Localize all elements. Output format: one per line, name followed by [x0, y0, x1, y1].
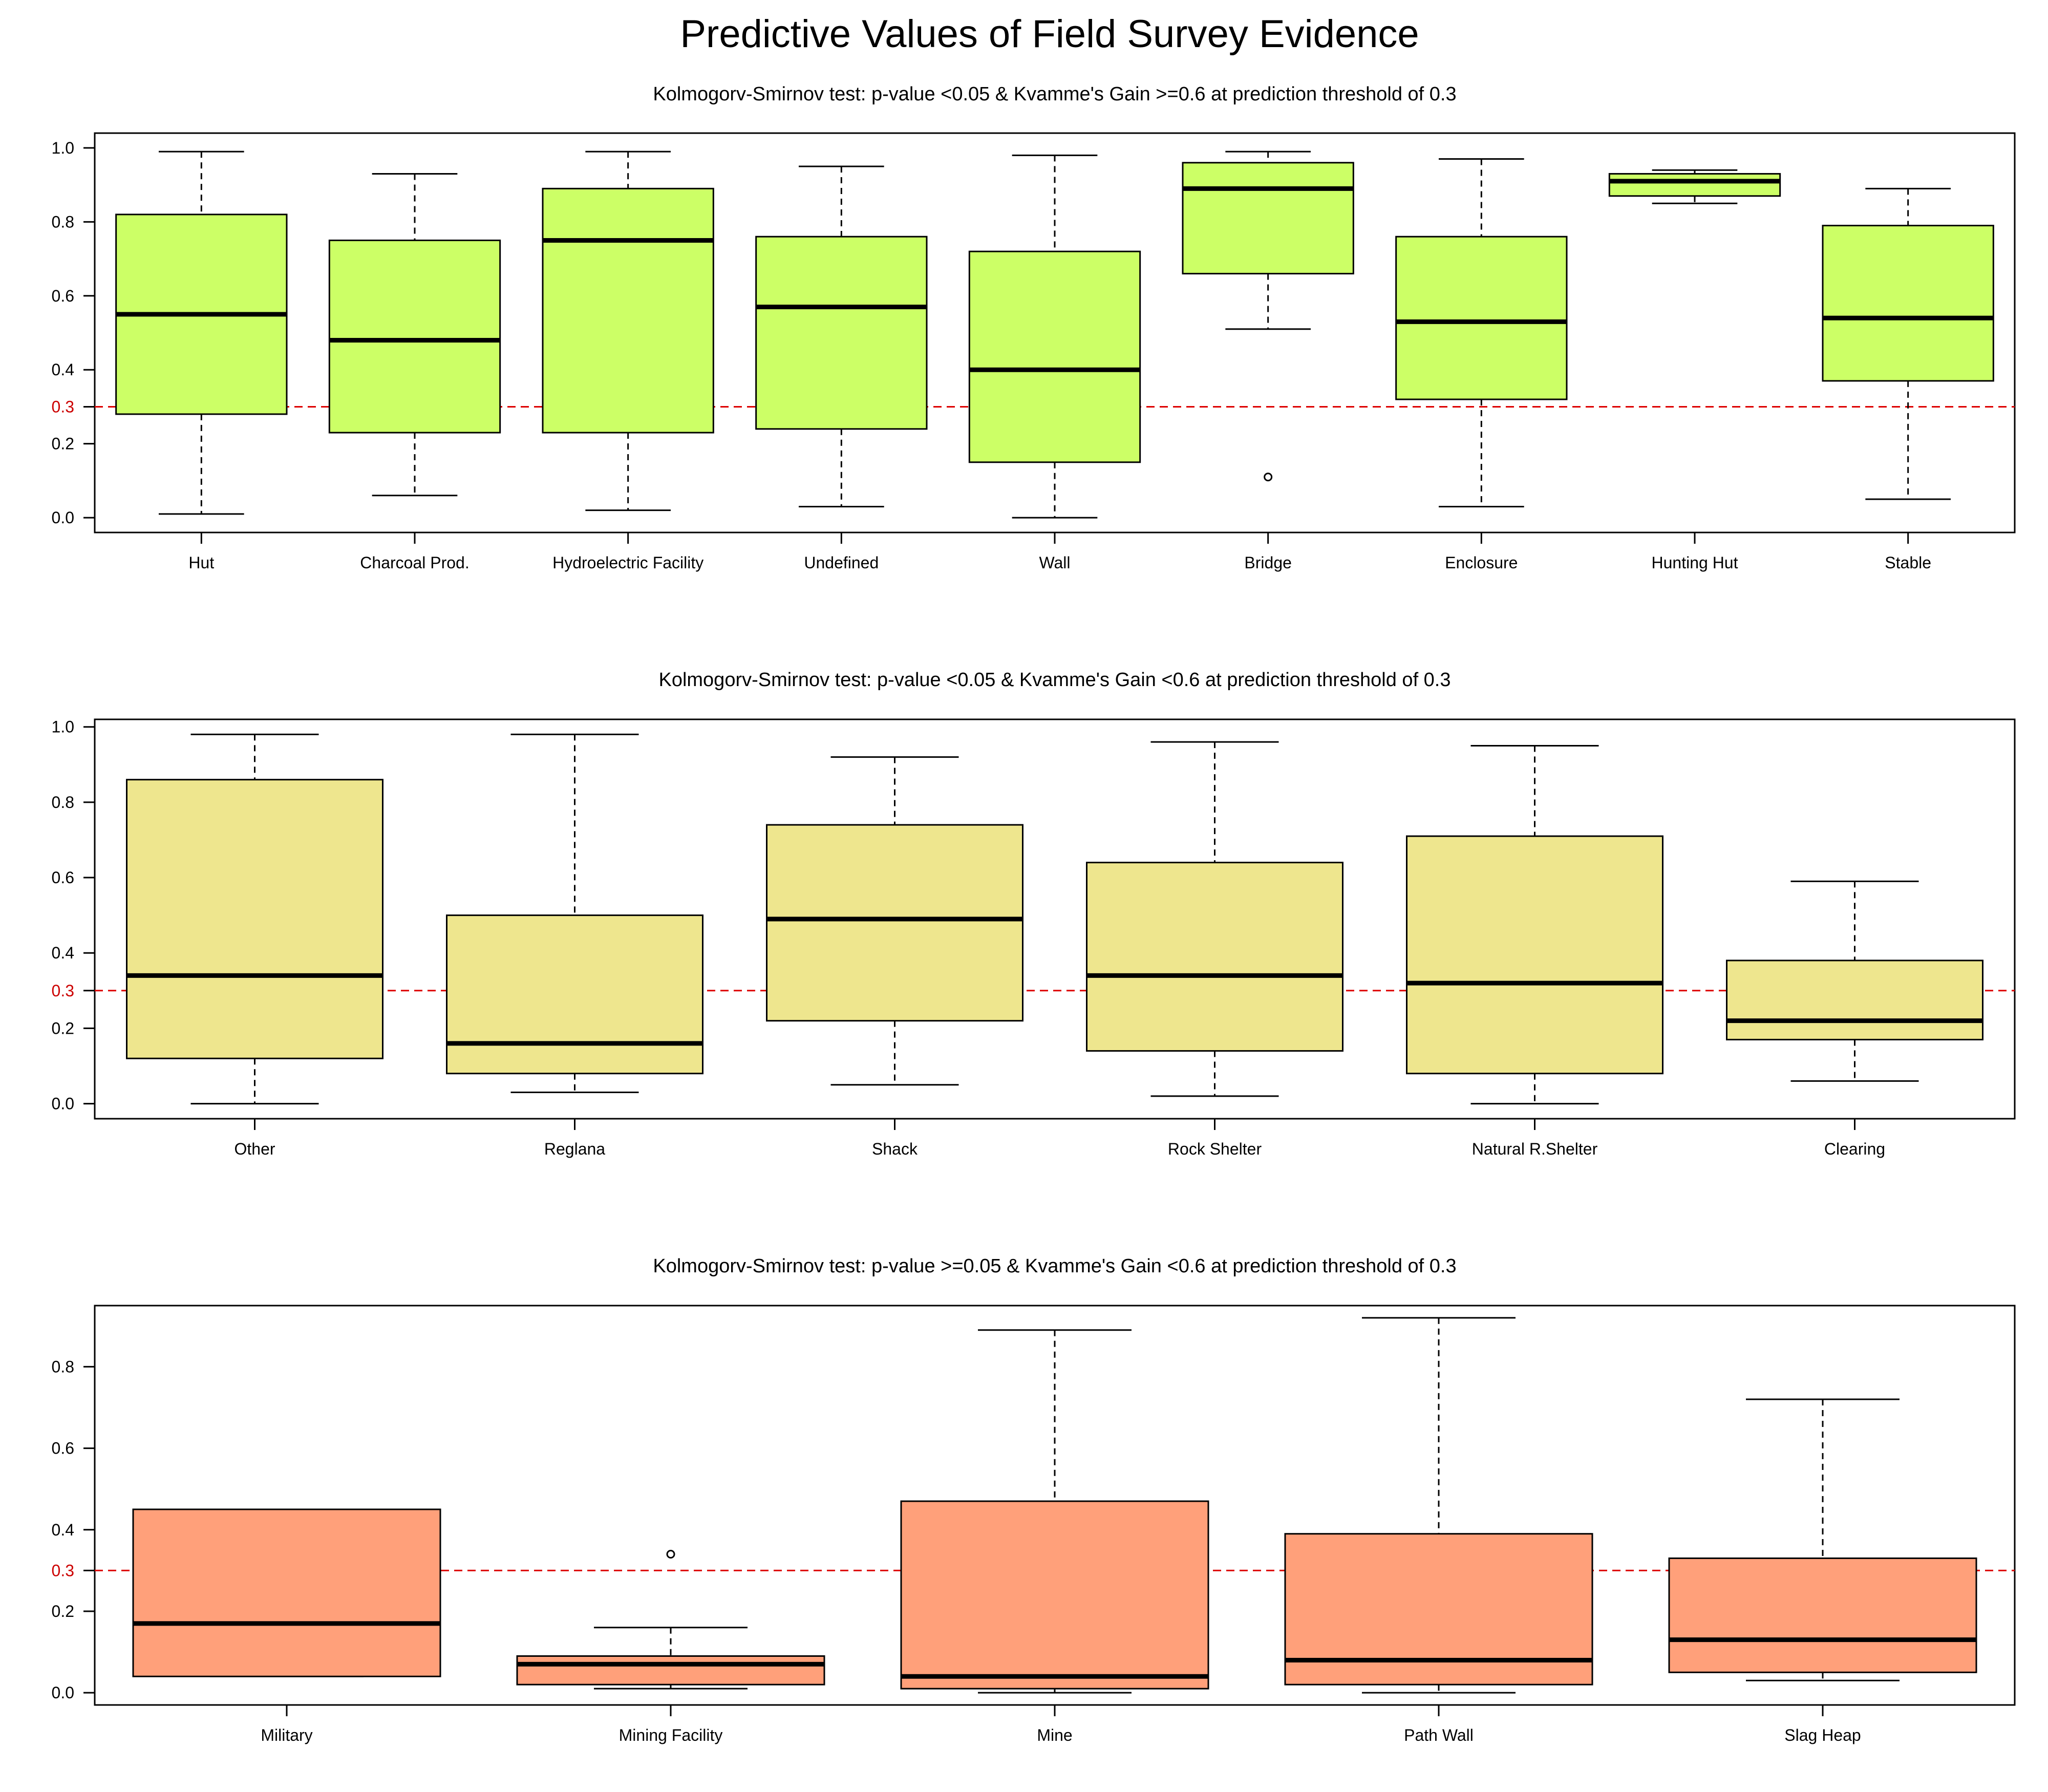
box-body [1822, 225, 1994, 382]
x-category-label: Hydroelectric Facility [552, 553, 703, 572]
x-category-label: Slag Heap [1784, 1726, 1861, 1744]
figure-title: Predictive Values of Field Survey Eviden… [680, 12, 1419, 56]
reference-tick-label: 0.3 [52, 982, 74, 1000]
x-category-label: Hunting Hut [1652, 553, 1738, 572]
box-body [132, 1508, 441, 1677]
x-category-label: Undefined [804, 553, 879, 572]
x-category-label: Enclosure [1445, 553, 1518, 572]
box-path-wall [1284, 1317, 1593, 1694]
reference-tick-label: 0.3 [52, 1561, 74, 1580]
y-tick-label: 1.0 [52, 718, 74, 736]
box-natural-r-shelter [1406, 745, 1663, 1105]
box-body [446, 914, 703, 1075]
box-body [900, 1500, 1209, 1690]
box-wall [968, 154, 1141, 519]
y-tick-label: 0.2 [52, 435, 74, 453]
box-body [1395, 236, 1568, 400]
y-tick-label: 0.0 [52, 1095, 74, 1113]
x-category-label: Wall [1039, 553, 1070, 572]
box-slag-heap [1668, 1398, 1977, 1681]
box-hunting-hut [1608, 169, 1781, 204]
y-tick-label: 0.6 [52, 287, 74, 305]
panel-subtitle: Kolmogorv-Smirnov test: p-value <0.05 & … [653, 83, 1456, 105]
panel-3: Kolmogorv-Smirnov test: p-value >=0.05 &… [52, 1255, 2016, 1744]
box-body [1086, 862, 1343, 1052]
x-category-label: Natural R.Shelter [1472, 1140, 1598, 1158]
panel-subtitle: Kolmogorv-Smirnov test: p-value <0.05 & … [658, 669, 1450, 691]
box-military [132, 1508, 441, 1677]
box-body [1726, 959, 1983, 1040]
box-body [968, 250, 1141, 463]
outlier-point [666, 1550, 675, 1559]
x-category-label: Mining Facility [619, 1726, 723, 1744]
panels: Kolmogorv-Smirnov test: p-value <0.05 & … [52, 83, 2016, 1744]
box-other [126, 733, 383, 1105]
x-category-label: Mine [1037, 1726, 1072, 1744]
y-tick-label: 0.4 [52, 360, 74, 379]
box-body [1668, 1557, 1977, 1673]
y-tick-label: 0.2 [52, 1019, 74, 1037]
x-category-label: Bridge [1244, 553, 1292, 572]
panel-1: Kolmogorv-Smirnov test: p-value <0.05 & … [52, 83, 2016, 572]
box-body [516, 1655, 825, 1686]
outlier-point [1264, 473, 1273, 482]
x-category-label: Stable [1885, 553, 1931, 572]
box-body [766, 824, 1023, 1022]
box-body [1608, 173, 1781, 197]
x-category-label: Reglana [544, 1140, 605, 1158]
x-category-label: Rock Shelter [1168, 1140, 1262, 1158]
y-tick-label: 0.8 [52, 793, 74, 812]
y-tick-label: 0.4 [52, 944, 74, 962]
box-stable [1822, 187, 1994, 500]
x-category-label: Military [261, 1726, 312, 1744]
y-tick-label: 0.4 [52, 1521, 74, 1539]
box-body [126, 779, 383, 1059]
box-undefined [755, 165, 928, 507]
y-tick-label: 0.2 [52, 1602, 74, 1620]
box-mining-facility [516, 1550, 825, 1690]
x-category-label: Path Wall [1404, 1726, 1474, 1744]
y-tick-label: 0.6 [52, 868, 74, 887]
reference-tick-label: 0.3 [52, 397, 74, 416]
x-category-label: Shack [872, 1140, 918, 1158]
y-tick-label: 0.8 [52, 212, 74, 231]
box-hydroelectric-facility [542, 151, 714, 511]
box-clearing [1726, 880, 1983, 1082]
y-tick-label: 1.0 [52, 139, 74, 157]
box-body [1406, 835, 1663, 1075]
y-tick-label: 0.8 [52, 1357, 74, 1376]
box-shack [766, 756, 1023, 1086]
y-tick-label: 0.6 [52, 1439, 74, 1458]
x-category-label: Other [234, 1140, 275, 1158]
box-rock-shelter [1086, 741, 1343, 1097]
box-body [542, 187, 714, 434]
box-reglana [446, 733, 703, 1093]
box-body [755, 236, 928, 430]
box-body [1182, 162, 1354, 274]
x-category-label: Charcoal Prod. [360, 553, 469, 572]
box-hut [115, 151, 288, 515]
panel-2: Kolmogorv-Smirnov test: p-value <0.05 & … [52, 669, 2016, 1158]
y-tick-label: 0.0 [52, 1683, 74, 1702]
box-mine [900, 1329, 1209, 1694]
box-enclosure [1395, 158, 1568, 507]
plot-frame [94, 718, 2016, 1120]
box-charcoal-prod- [328, 173, 501, 497]
x-category-label: Clearing [1824, 1140, 1885, 1158]
y-tick-label: 0.0 [52, 508, 74, 527]
box-bridge [1182, 151, 1354, 482]
x-category-label: Hut [188, 553, 214, 572]
box-body [328, 239, 501, 434]
panel-subtitle: Kolmogorv-Smirnov test: p-value >=0.05 &… [653, 1255, 1456, 1277]
